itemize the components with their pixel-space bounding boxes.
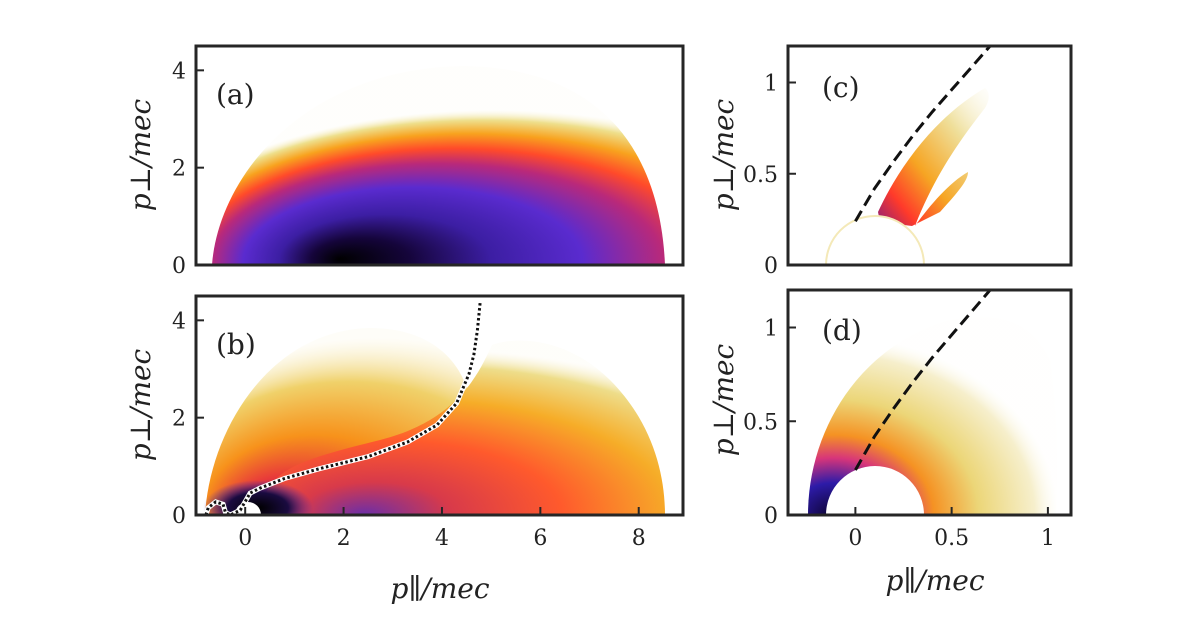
panel-d-ylabel: p⊥/mec xyxy=(707,343,740,456)
panel-d-heatmap xyxy=(808,290,1058,515)
y-tick-label: 4 xyxy=(172,59,186,84)
panel-b-ylabel: p⊥/mec xyxy=(124,348,157,461)
panel-c-label: (c) xyxy=(822,71,860,104)
y-tick-label: 0 xyxy=(172,504,186,529)
y-tick-label: 0.5 xyxy=(743,410,778,435)
panel-d-ticks: 0 0.5 1 0 0.5 1 xyxy=(743,317,1055,552)
x-tick-label: 0.5 xyxy=(934,526,969,551)
panel-b-separatrix-curve xyxy=(204,300,482,515)
panel-d-frame xyxy=(786,288,1073,517)
panel-c-dashed-curve xyxy=(854,46,992,222)
panel-c-ylabel: p⊥/mec xyxy=(707,98,740,211)
panel-b-heatmap xyxy=(203,300,665,515)
x-tick-label: 6 xyxy=(533,526,547,551)
panel-d-label: (d) xyxy=(822,314,862,347)
panel-a-frame xyxy=(194,44,685,267)
y-tick-label: 0.5 xyxy=(743,163,778,188)
y-tick-label: 1 xyxy=(764,72,778,97)
x-tick-label: 4 xyxy=(435,526,449,551)
panel-c-heatmap xyxy=(825,46,992,265)
x-tick-label: 2 xyxy=(337,526,351,551)
x-tick-label: 1 xyxy=(1041,526,1055,551)
y-tick-label: 1 xyxy=(764,317,778,342)
y-tick-label: 2 xyxy=(172,157,186,182)
panel-a-y-ticks: 0 2 4 xyxy=(172,59,204,279)
panel-c-excluded-disk xyxy=(825,215,925,265)
panel-c-frame xyxy=(786,44,1073,267)
x-tick-label: 0 xyxy=(238,526,252,551)
y-tick-label: 0 xyxy=(764,504,778,529)
panel-a-label: (a) xyxy=(216,78,255,111)
panel-b: 0 2 4 0 2 4 6 8 (b) p⊥/mec p∥/mec xyxy=(124,294,685,605)
panel-b-ticks: 0 2 4 0 2 4 6 8 xyxy=(172,309,646,551)
panel-c-y-ticks: 00.51 xyxy=(743,72,796,279)
panel-d-dashed-curve xyxy=(854,290,992,471)
panel-b-label: (b) xyxy=(216,328,256,361)
panel-a-heatmap xyxy=(212,66,665,265)
panel-b-xlabel: p∥/mec xyxy=(390,572,489,605)
panel-d: 0 0.5 1 0 0.5 1 (d) p⊥/mec p∥/mec xyxy=(707,288,1073,597)
x-tick-label: 0 xyxy=(848,526,862,551)
panel-d-xlabel: p∥/mec xyxy=(885,564,984,597)
panel-a: 0 2 4 (a) p⊥/mec xyxy=(124,44,685,279)
y-tick-label: 4 xyxy=(172,309,186,334)
panel-b-frame xyxy=(194,294,685,517)
panel-c: 00.51 (c) p⊥/mec xyxy=(707,44,1073,279)
x-tick-label: 8 xyxy=(632,526,646,551)
panel-d-excluded-disk xyxy=(826,466,924,515)
y-tick-label: 0 xyxy=(764,254,778,279)
y-tick-label: 0 xyxy=(172,254,186,279)
panel-a-ylabel: p⊥/mec xyxy=(124,98,157,211)
y-tick-label: 2 xyxy=(172,407,186,432)
